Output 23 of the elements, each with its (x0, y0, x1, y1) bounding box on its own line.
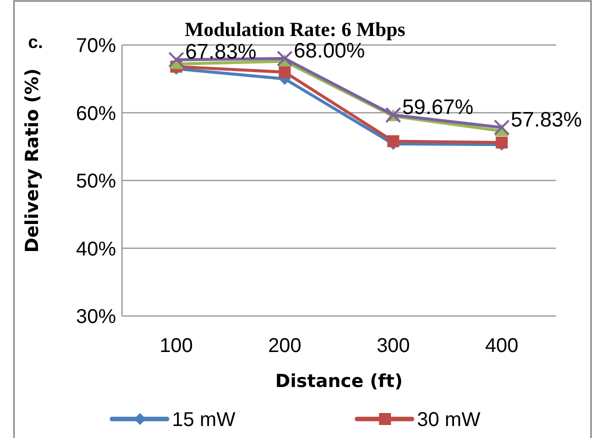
y-tick-label: 40% (76, 238, 116, 260)
y-tick-label: 70% (76, 35, 116, 57)
x-tick-label: 400 (485, 335, 518, 357)
point (276, 50, 293, 67)
x-tick-label: 300 (376, 335, 410, 357)
data-label: 59.67% (402, 96, 474, 119)
y-tick-label: 30% (76, 306, 116, 328)
y-tick-label: 60% (76, 102, 116, 125)
text: c. (28, 32, 44, 52)
x-tick-label: 100 (160, 335, 193, 357)
point (278, 66, 291, 78)
point (168, 52, 184, 68)
x-tick-label: 200 (268, 335, 302, 357)
data-label: 57.83% (510, 108, 582, 132)
data-label: 67.83% (185, 40, 256, 64)
point (494, 119, 510, 136)
x-axis-title: Distance (ft) (275, 371, 403, 392)
legend-label: 30 mW (417, 409, 480, 431)
legend-label: 15 mW (172, 409, 236, 431)
y-tick-label: 50% (76, 170, 116, 192)
chart-title: Modulation Rate: 6 Mbps (184, 19, 406, 41)
y-axis-title: Delivery Ratio (%) (22, 68, 43, 253)
data-label: 68.00% (294, 40, 365, 63)
